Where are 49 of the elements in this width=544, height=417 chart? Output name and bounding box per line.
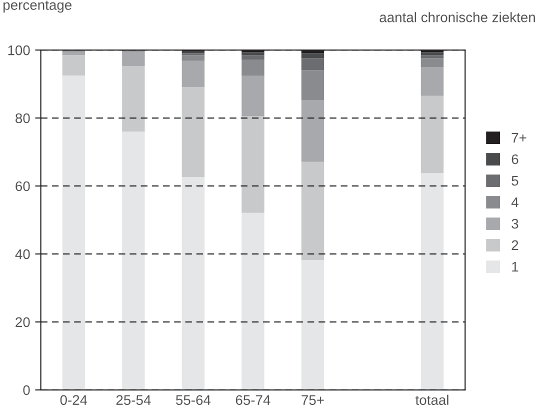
y-axis-title: percentage [4, 0, 72, 13]
x-tick-label: 65-74 [236, 395, 270, 405]
legend-label: 6 [512, 154, 518, 164]
bar [301, 100, 324, 162]
y-tick-label: 40 [15, 249, 30, 260]
x-tick-label: 75+ [302, 395, 324, 405]
bar [62, 76, 86, 390]
bar [62, 52, 86, 56]
x-tick-label: 55-64 [176, 395, 211, 405]
bar [122, 66, 145, 132]
bar [182, 55, 205, 61]
legend-label: 3 [512, 218, 518, 229]
bar [420, 55, 444, 58]
y-tick-label: 20 [16, 317, 30, 328]
bar [301, 260, 324, 390]
bar [182, 60, 205, 88]
bar [242, 55, 264, 60]
bar [301, 70, 324, 100]
bar [182, 177, 205, 390]
y-tick-label: 0 [23, 385, 30, 396]
bar [420, 67, 444, 96]
bar [242, 212, 264, 390]
legend-title: aantal chronische ziekten [380, 12, 535, 22]
bar [301, 58, 324, 70]
legend-label: 7+ [512, 132, 526, 143]
y-tick-label: 80 [16, 113, 30, 124]
bar [242, 116, 264, 213]
bar [122, 132, 145, 390]
bar [242, 52, 264, 56]
legend-label: 1 [512, 262, 518, 272]
x-tick-label: 0-24 [60, 395, 88, 405]
legend-label: 4 [511, 197, 518, 208]
bar [122, 52, 145, 66]
y-tick-label: 100 [8, 45, 30, 56]
x-tick-label: 25-54 [116, 395, 151, 405]
bar [420, 58, 444, 68]
bar [242, 60, 264, 76]
legend-label: 2 [512, 240, 518, 250]
bar [420, 96, 444, 174]
bar [62, 55, 86, 76]
bar [242, 76, 264, 116]
legend-label: 5 [512, 176, 518, 186]
bar [420, 52, 444, 56]
y-tick-label: 60 [16, 181, 30, 192]
bar [420, 173, 444, 390]
bar [301, 53, 324, 58]
bar [301, 162, 324, 260]
x-tick-label: totaal [415, 394, 448, 405]
bar [182, 87, 205, 178]
